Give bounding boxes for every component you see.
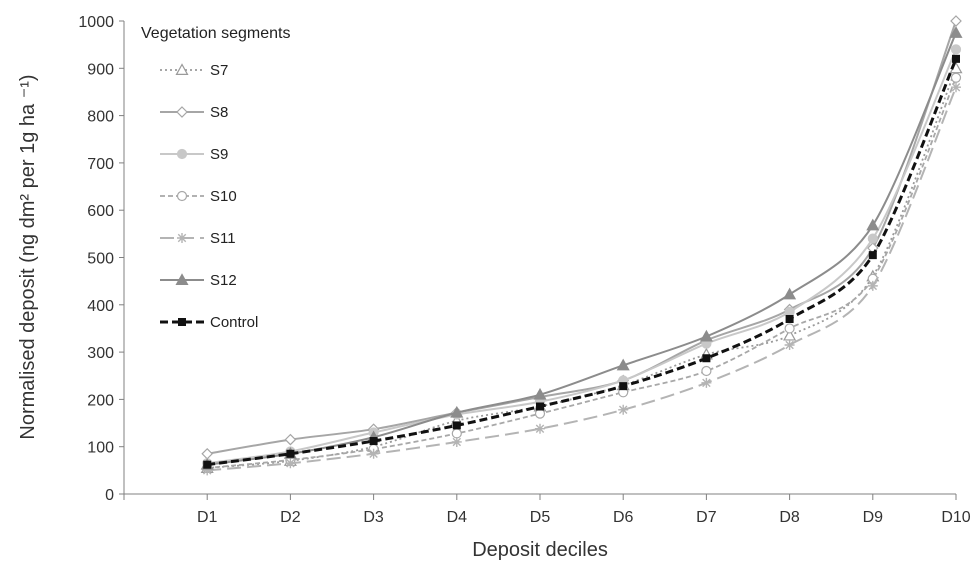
data-point <box>702 354 711 363</box>
legend-label: S11 <box>210 230 236 247</box>
series-control <box>203 54 960 469</box>
legend-title: Vegetation segments <box>141 25 290 42</box>
y-tick-label: 900 <box>87 61 114 78</box>
legend-item-s12: S12 <box>160 272 237 289</box>
data-point <box>451 436 462 447</box>
data-point <box>699 329 713 342</box>
data-point <box>616 358 630 371</box>
legend-item-s7: S7 <box>160 62 228 79</box>
data-point <box>950 44 962 55</box>
data-point <box>868 251 877 260</box>
legend: Vegetation segments S7 S8 S9 S10 S11 S12 Contr… <box>141 25 290 331</box>
x-tick-label: D8 <box>779 509 800 526</box>
legend-marker <box>177 233 187 243</box>
x-tick-label: D10 <box>941 509 970 526</box>
x-tick-label: D5 <box>530 509 551 526</box>
data-point <box>284 433 297 446</box>
legend-label: S8 <box>210 104 228 121</box>
y-tick-label: 500 <box>87 251 114 268</box>
series-s10 <box>202 72 962 474</box>
data-point <box>451 428 462 439</box>
series-s7 <box>200 61 963 473</box>
series-line-s8 <box>207 20 957 455</box>
x-tick-label: D3 <box>363 509 384 526</box>
x-tick-label: D7 <box>696 509 717 526</box>
legend-item-s8: S8 <box>160 104 228 121</box>
data-point <box>701 365 712 377</box>
data-point <box>450 405 464 418</box>
series-line-s7 <box>207 67 957 469</box>
legend-item-s9: S9 <box>160 146 228 163</box>
legend-item-s11: S11 <box>160 230 236 247</box>
y-tick-label: 200 <box>87 392 114 409</box>
x-tick-label: D6 <box>613 509 634 526</box>
legend-marker <box>176 148 188 160</box>
data-point <box>950 72 962 83</box>
data-point <box>951 82 961 93</box>
data-point <box>533 387 547 400</box>
x-tick-label: D2 <box>280 509 301 526</box>
data-point <box>783 287 797 300</box>
data-point <box>452 421 461 430</box>
data-point <box>285 458 296 469</box>
data-point <box>202 465 213 476</box>
series-line-s11 <box>207 86 957 472</box>
data-point <box>535 423 545 434</box>
legend-label: S9 <box>210 146 228 163</box>
x-tick-label: D1 <box>197 509 218 526</box>
data-point <box>784 340 795 351</box>
y-tick-label: 1000 <box>78 14 114 31</box>
y-tick-label: 800 <box>87 109 114 126</box>
legend-item-control: Control <box>160 314 258 331</box>
legend-marker <box>176 190 188 202</box>
y-tick-label: 100 <box>87 440 114 457</box>
data-point <box>619 382 628 391</box>
legend-marker <box>176 106 188 118</box>
x-tick-label: D4 <box>447 509 468 526</box>
y-axis: 0 100 200 300 400 500 600 700 800 900 1000 <box>78 14 125 504</box>
legend-item-s10: S10 <box>160 188 237 205</box>
data-point <box>950 15 962 27</box>
data-point <box>867 280 878 291</box>
data-point <box>369 437 378 446</box>
x-tick-label: D9 <box>863 509 884 526</box>
data-point <box>536 402 544 411</box>
y-tick-label: 300 <box>87 345 114 362</box>
y-tick-label: 600 <box>87 203 114 220</box>
legend-label: S12 <box>210 272 237 289</box>
legend-label: S10 <box>210 188 237 205</box>
data-point <box>867 233 878 244</box>
data-point <box>201 447 214 460</box>
series-lines <box>200 15 963 476</box>
legend-marker <box>175 273 189 285</box>
data-point <box>286 449 295 458</box>
series-line-s10 <box>207 77 957 469</box>
data-point <box>783 328 797 341</box>
y-axis-title: Normalised deposit (ng dm² per 1g ha ⁻¹) <box>17 74 39 439</box>
data-point <box>368 448 379 459</box>
data-point <box>784 323 795 334</box>
data-point <box>866 218 880 231</box>
series-line-control <box>207 58 958 467</box>
data-point <box>701 377 712 388</box>
series-line-s9 <box>207 48 957 465</box>
series-s11 <box>202 82 961 476</box>
y-tick-label: 400 <box>87 298 114 315</box>
x-axis: D1 D2 D3 D4 D5 D6 D7 D8 D9 D10 <box>123 493 971 526</box>
series-line-s12 <box>207 32 957 466</box>
x-axis-title: Deposit deciles <box>472 539 608 561</box>
legend-marker <box>175 63 189 76</box>
legend-marker <box>178 318 186 326</box>
data-point <box>785 314 794 323</box>
y-tick-label: 0 <box>105 487 114 504</box>
data-point <box>203 460 212 469</box>
data-point <box>949 26 963 38</box>
legend-label: Control <box>210 314 258 331</box>
data-point <box>618 404 629 415</box>
legend-label: S7 <box>210 62 228 79</box>
y-tick-label: 700 <box>87 156 114 173</box>
data-point <box>952 54 960 63</box>
